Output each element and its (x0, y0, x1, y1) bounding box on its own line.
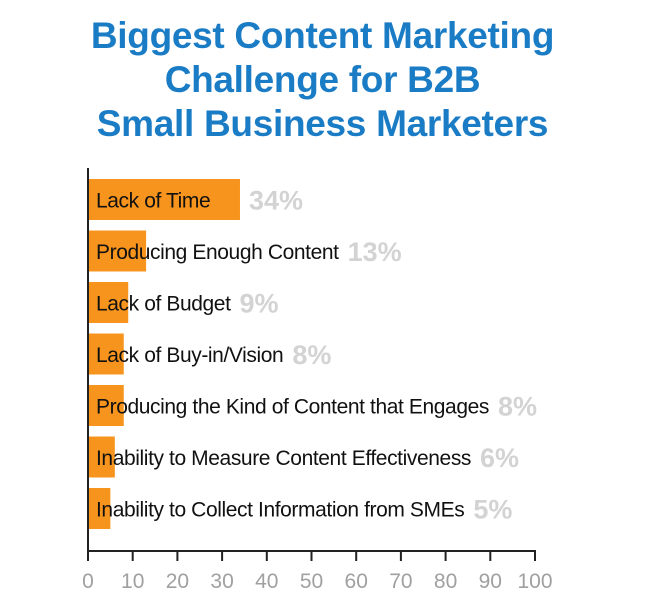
category-label: Producing the Kind of Content that Engag… (96, 396, 489, 419)
category-label: Lack of Time (96, 190, 210, 213)
bar (88, 385, 124, 426)
bar (88, 488, 111, 529)
category-label: Inability to Measure Content Effectivene… (96, 447, 471, 470)
category-label: Lack of Budget (96, 293, 231, 316)
value-label: 6% (480, 443, 519, 473)
x-tick-label: 50 (300, 570, 323, 593)
bar (88, 230, 147, 272)
x-tick-label: 20 (166, 570, 189, 593)
bar (88, 436, 115, 478)
bar (88, 333, 124, 375)
category-label: Inability to Collect Information from SM… (96, 499, 464, 522)
bar (88, 282, 129, 323)
x-tick-label: 80 (434, 570, 457, 593)
chart-title: Biggest Content Marketing Challenge for … (0, 14, 645, 146)
category-label: Lack of Buy-in/Vision (96, 344, 283, 367)
x-tick-label: 10 (121, 570, 144, 593)
x-tick-label: 90 (479, 570, 502, 593)
x-tick-label: 70 (389, 570, 412, 593)
x-tick-label: 40 (255, 570, 278, 593)
category-label: Producing Enough Content (96, 241, 339, 264)
value-label: 5% (473, 495, 512, 525)
title-line-1: Biggest Content Marketing (90, 15, 555, 56)
x-tick-label: 0 (82, 570, 94, 593)
value-label: 34% (249, 186, 303, 216)
title-line-3: Small Business Marketers (96, 103, 549, 144)
bar (88, 179, 240, 220)
x-tick-label: 100 (517, 570, 552, 593)
x-tick-label: 30 (210, 570, 233, 593)
value-label: 8% (498, 392, 537, 422)
value-label: 8% (292, 340, 331, 370)
value-label: 13% (348, 237, 402, 267)
x-tick-label: 60 (345, 570, 368, 593)
value-label: 9% (240, 289, 279, 319)
title-line-2: Challenge for B2B (164, 59, 481, 100)
